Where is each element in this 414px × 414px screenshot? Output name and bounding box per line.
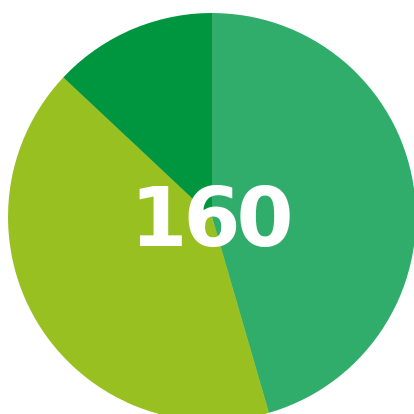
pie-slice-1 <box>212 13 414 413</box>
center-label: 160 <box>130 171 290 266</box>
pie-slices <box>7 13 414 414</box>
pie-slice-3 <box>63 13 212 217</box>
pie-slice-2 <box>7 77 269 414</box>
